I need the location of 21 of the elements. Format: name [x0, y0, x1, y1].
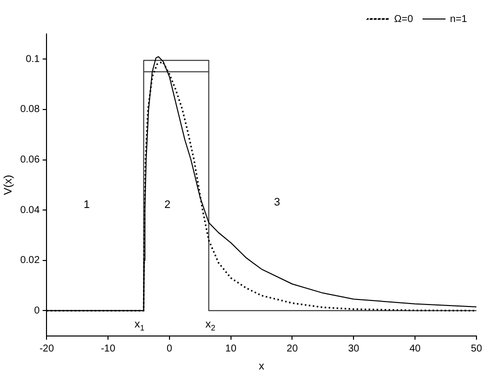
y-tick-label: 0.06 [20, 154, 40, 166]
y-tick-label: 0.08 [20, 104, 40, 116]
x-tick-label: -20 [39, 344, 54, 355]
y-tick-label: 0.04 [20, 204, 40, 216]
annotation: 3 [274, 196, 280, 208]
x-tick-label: 30 [348, 344, 360, 355]
legend-label: n=1 [450, 14, 468, 25]
x-tick-label: 10 [225, 344, 237, 355]
x-tick-label: 40 [409, 344, 422, 355]
y-tick-label: 0.1 [26, 54, 40, 65]
x-axis-title: x [258, 360, 265, 372]
annotation: 1 [84, 199, 90, 212]
legend-label: Ω=0 [394, 14, 414, 25]
y-tick-label: 0.02 [20, 255, 40, 266]
x-tick-label: 20 [286, 344, 298, 355]
x-tick-label: 50 [470, 344, 482, 355]
annotation: 2 [164, 199, 170, 212]
y-tick-label: 0 [34, 305, 40, 316]
x-tick-label: -10 [100, 344, 116, 355]
y-axis-title: V(x) [2, 174, 15, 195]
x-tick-label: 0 [166, 344, 173, 355]
